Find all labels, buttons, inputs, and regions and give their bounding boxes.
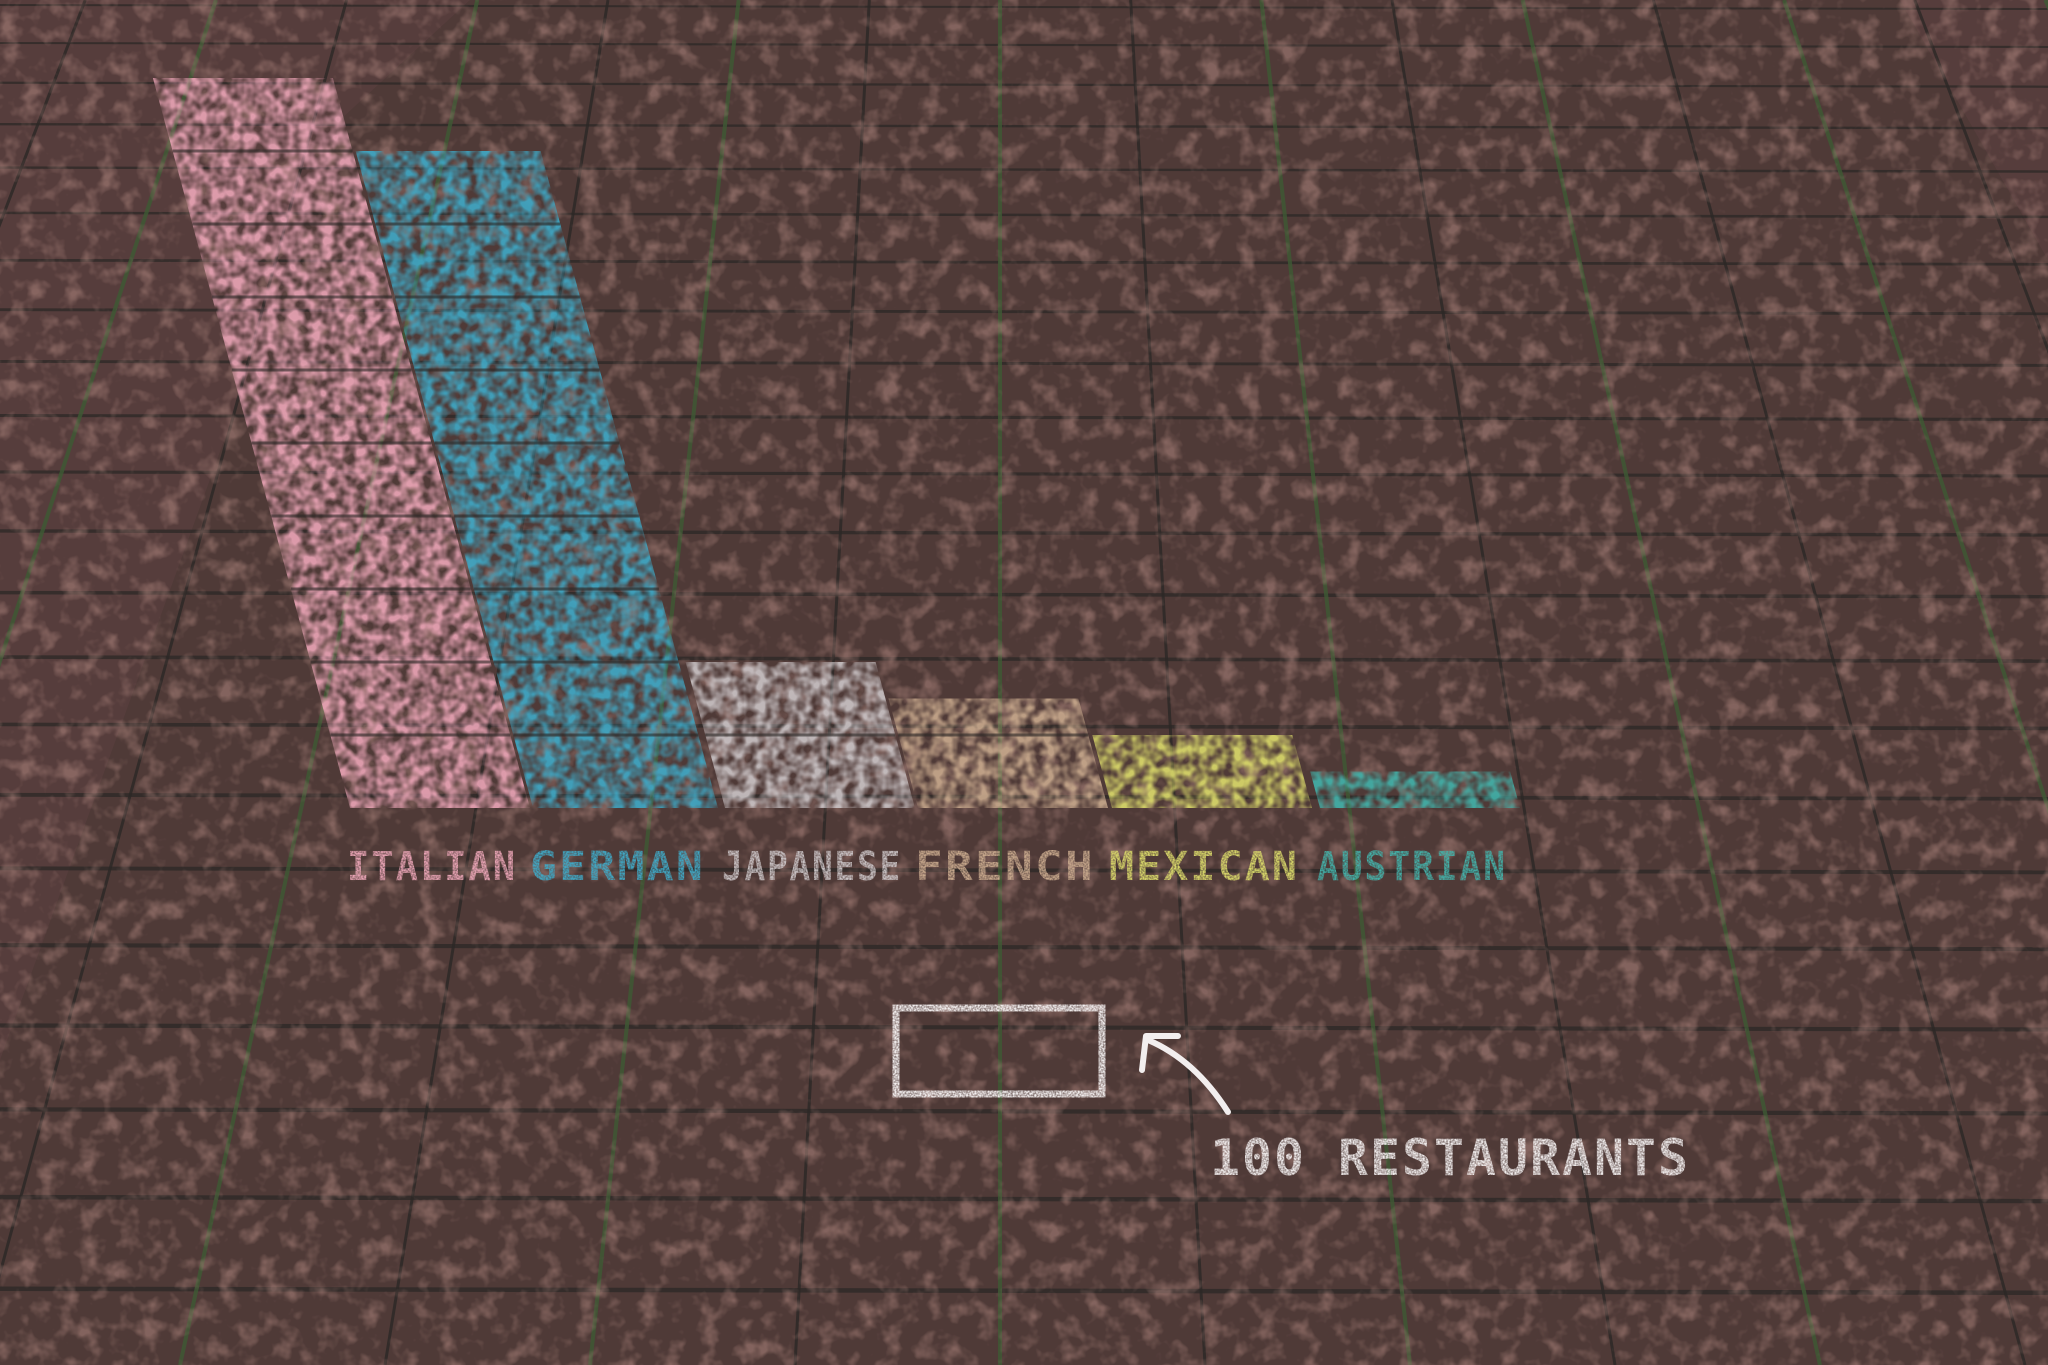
category-label-mexican: MEXICAN <box>1109 844 1299 890</box>
category-label-japanese: JAPANESE <box>722 844 902 890</box>
category-label-austrian: AUSTRIAN <box>1317 844 1507 890</box>
category-label-german: GERMAN <box>530 844 705 890</box>
legend-arrow <box>1145 1037 1231 1115</box>
bar-austrian <box>1310 771 1520 808</box>
bars-group <box>152 78 1520 808</box>
bar-mexican <box>1092 735 1312 808</box>
legend-unit-label: 100 RESTAURANTS <box>1210 1129 1690 1187</box>
legend-unit-block <box>892 1004 1106 1098</box>
legend-arrowhead <box>1139 1033 1181 1073</box>
category-label-french: FRENCH <box>915 844 1095 890</box>
bar-german <box>355 151 718 808</box>
category-label-italian: ITALIAN <box>347 844 517 890</box>
legend: 100 RESTAURANTS <box>892 1004 1690 1187</box>
bar-french <box>888 698 1108 808</box>
category-labels: ITALIAN GERMAN JAPANESE FRENCH MEXICAN AUSTRI… <box>347 844 1507 890</box>
